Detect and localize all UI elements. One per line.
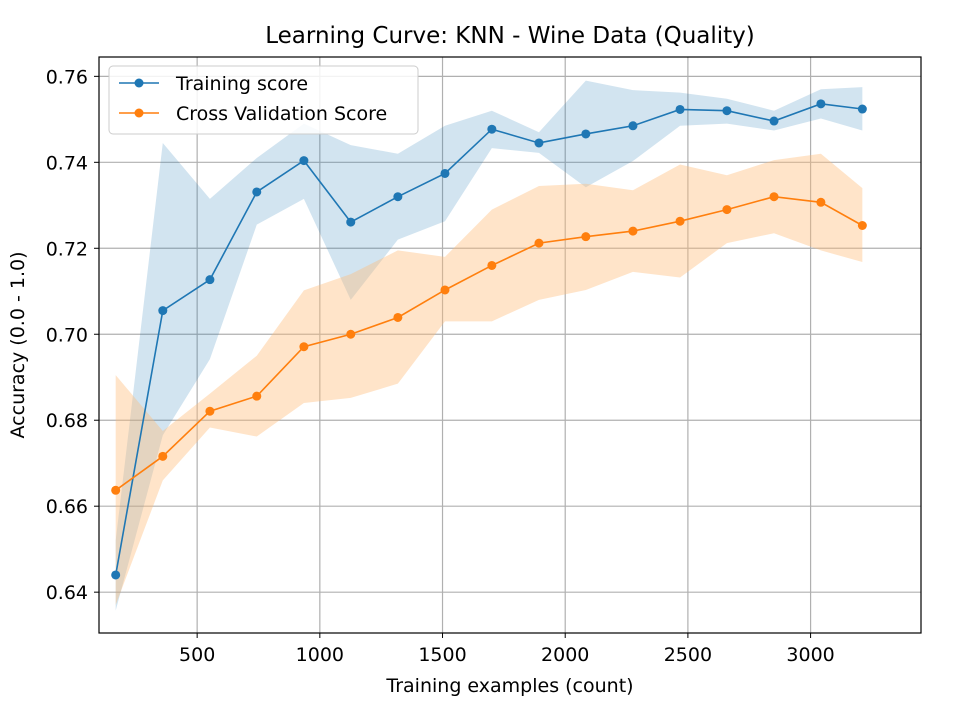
cv-score-point — [487, 260, 497, 270]
cv-score-point — [534, 238, 544, 248]
legend-cv-marker — [134, 108, 144, 118]
training-score-point — [158, 306, 168, 316]
y-tick-label: 0.70 — [46, 324, 88, 346]
training-score-point — [111, 570, 121, 580]
y-tick-label: 0.66 — [46, 496, 88, 518]
plot-frame — [98, 56, 922, 634]
cv-confidence-band — [115, 153, 863, 606]
cv-score-point — [299, 342, 309, 352]
cv-score-point — [769, 192, 779, 202]
grid-layer — [99, 57, 921, 633]
x-tick-label: 2500 — [664, 644, 712, 666]
training-score-point — [346, 217, 356, 227]
y-tick-label: 0.64 — [46, 582, 88, 604]
training-score-point — [857, 104, 867, 114]
y-axis-ticks: 0.64 0.66 0.68 0.70 0.72 0.74 0.76 — [46, 66, 99, 604]
cv-score-point — [440, 285, 450, 295]
legend-training-marker — [134, 78, 144, 88]
cv-score-point — [158, 451, 168, 461]
training-score-point — [675, 104, 685, 114]
cv-score-point — [581, 232, 591, 242]
training-score-point — [299, 156, 309, 166]
training-score-point — [628, 121, 638, 131]
legend-box — [108, 65, 419, 135]
training-score-point — [440, 168, 450, 178]
x-tick-label: 1500 — [418, 644, 466, 666]
training-score-point — [252, 187, 262, 197]
y-tick-label: 0.74 — [46, 152, 88, 174]
legend: Training score Cross Validation Score — [108, 65, 419, 135]
x-tick-label: 3000 — [786, 644, 834, 666]
confidence-bands — [115, 80, 863, 611]
cv-score-point — [205, 406, 215, 416]
training-confidence-band — [115, 80, 863, 611]
cv-score-point — [252, 391, 262, 401]
training-score-point — [769, 116, 779, 126]
y-tick-label: 0.68 — [46, 410, 88, 432]
training-score-point — [581, 129, 591, 139]
cv-score-point — [857, 221, 867, 231]
x-tick-label: 2000 — [541, 644, 589, 666]
cv-score-point — [675, 216, 685, 226]
training-score-point — [393, 192, 403, 202]
x-tick-label: 1000 — [296, 644, 344, 666]
training-score-point — [205, 275, 215, 285]
cv-score-point — [722, 205, 732, 215]
chart-title: Learning Curve: KNN - Wine Data (Quality… — [265, 23, 755, 49]
series-points — [111, 99, 867, 580]
x-axis-label: Training examples (count) — [385, 675, 633, 697]
cv-score-point — [628, 226, 638, 236]
cv-score-point — [346, 329, 356, 339]
legend-training-label: Training score — [175, 73, 308, 95]
y-tick-label: 0.76 — [46, 66, 88, 88]
y-axis-label: Accuracy (0.0 - 1.0) — [7, 252, 29, 439]
cv-score-point — [816, 197, 826, 207]
y-tick-label: 0.72 — [46, 238, 88, 260]
cv-score-point — [393, 312, 403, 322]
cv-score-point — [111, 485, 121, 495]
training-score-point — [534, 138, 544, 148]
training-score-point — [816, 99, 826, 109]
training-score-point — [722, 106, 732, 116]
legend-cv-label: Cross Validation Score — [176, 103, 387, 125]
x-axis-ticks: 500 1000 1500 2000 2500 3000 — [179, 633, 835, 666]
x-tick-label: 500 — [179, 644, 215, 666]
training-score-point — [487, 124, 497, 134]
